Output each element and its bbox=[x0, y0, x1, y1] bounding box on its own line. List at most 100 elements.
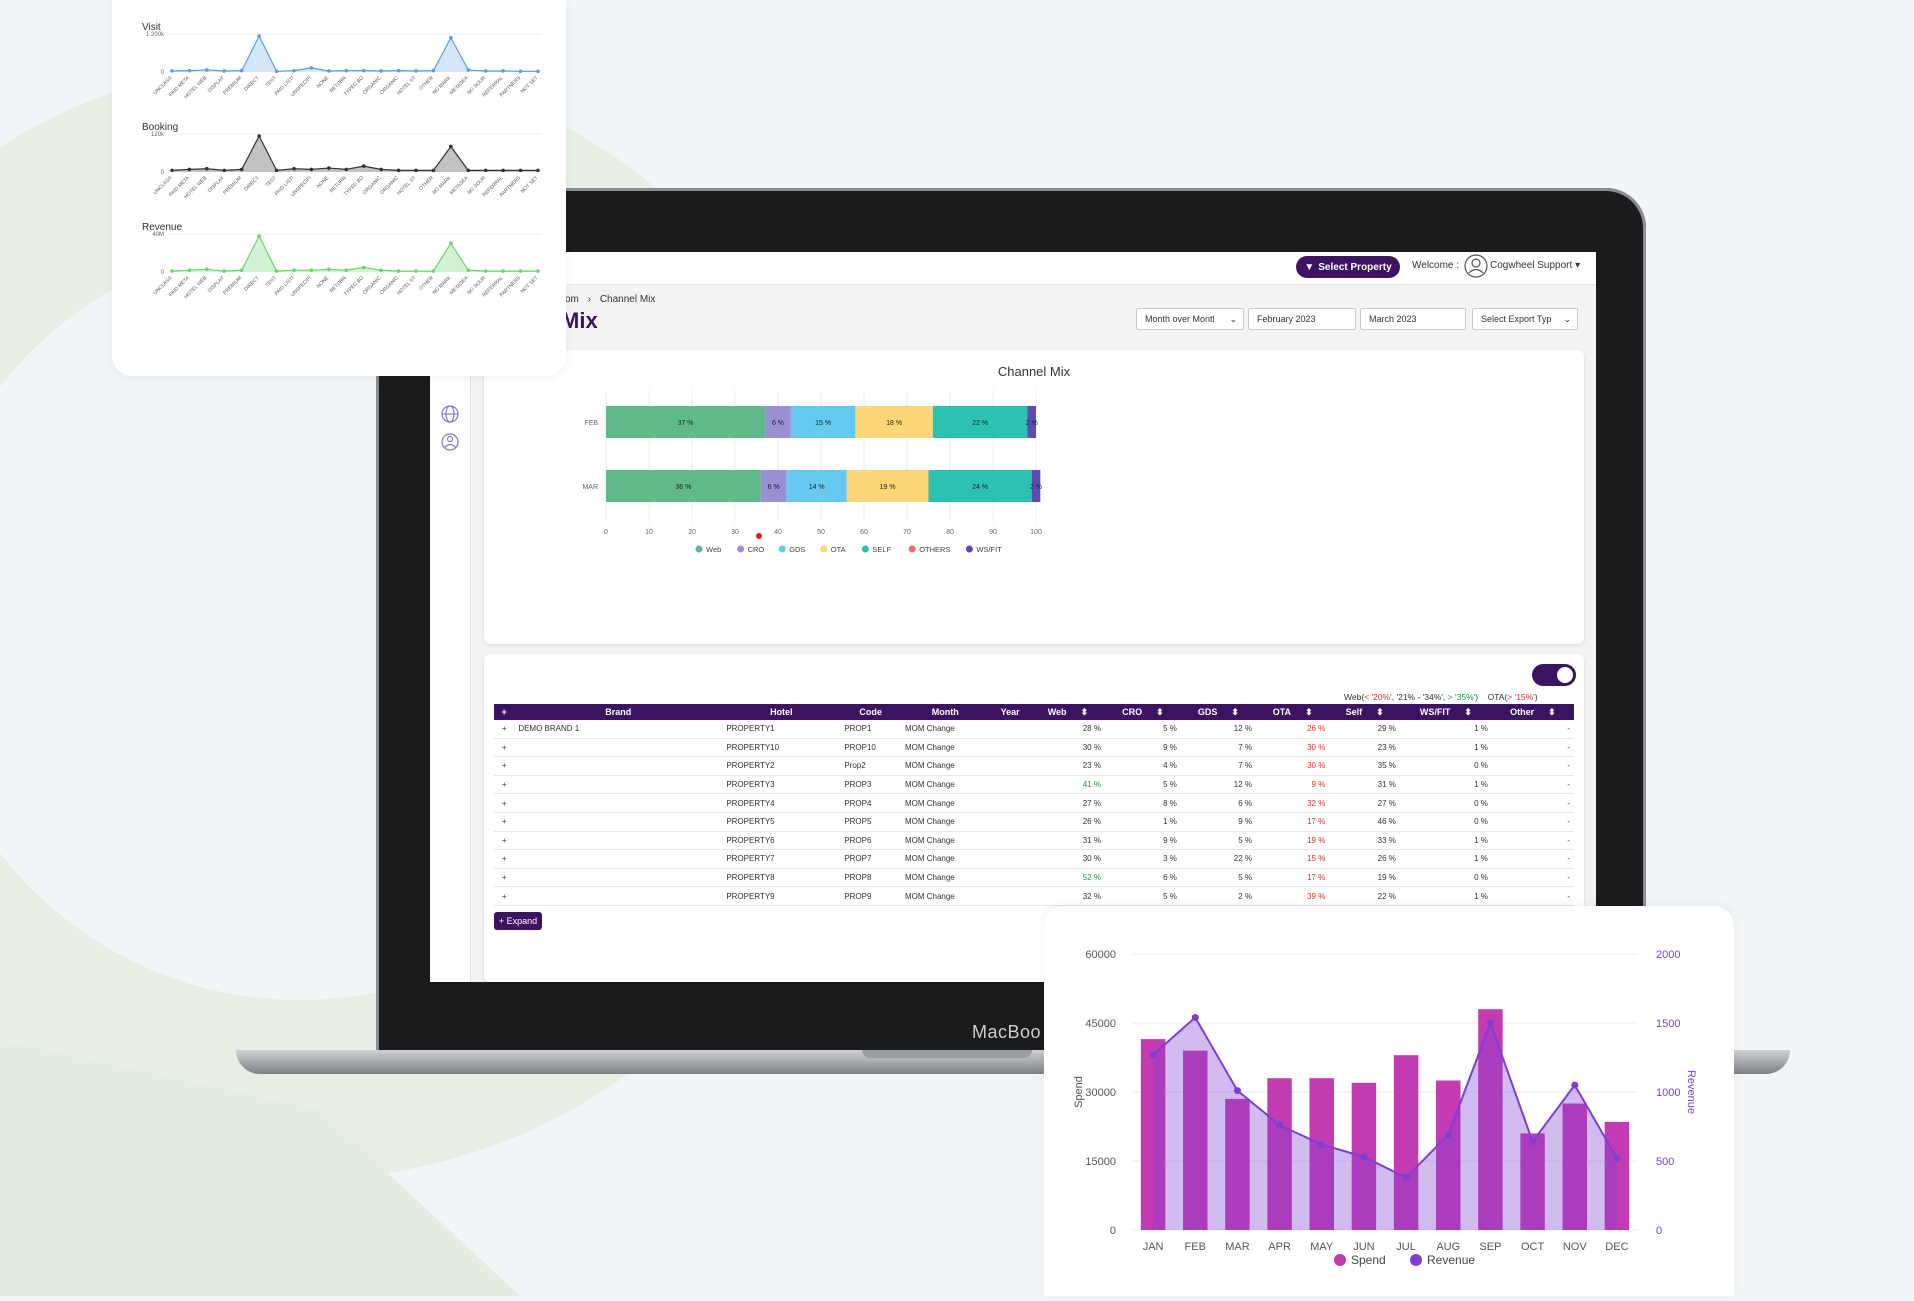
legend-item[interactable]: WS/FIT bbox=[965, 545, 1002, 554]
sparkline-point bbox=[536, 269, 540, 273]
table-row[interactable]: + PROPERTY7 PROP7 MOM Change 30 % 3 % 22 % 15 %… bbox=[494, 849, 1574, 869]
table-row[interactable]: + DEMO BRAND 1 PROPERTY1 PROP1 MOM Change 28 … bbox=[494, 720, 1574, 739]
cell-expand[interactable]: + bbox=[494, 831, 515, 851]
column-header-other[interactable]: Other ⬍ bbox=[1491, 704, 1574, 720]
x-category-label: NOT SET bbox=[520, 75, 540, 95]
x-category-label: NONE bbox=[316, 175, 331, 190]
column-header-month[interactable]: Month bbox=[900, 704, 990, 720]
table-row[interactable]: + PROPERTY10 PROP10 MOM Change 30 % 9 % 7 % 30 … bbox=[494, 738, 1574, 758]
table-row[interactable]: + PROPERTY9 PROP9 MOM Change 32 % 5 % 2 % 39 % 2… bbox=[494, 886, 1574, 906]
y-bottom-label: 0 bbox=[161, 70, 165, 76]
legend-item[interactable]: GDS bbox=[778, 545, 806, 554]
ota-rule-suffix: ) bbox=[1534, 692, 1538, 702]
legend-item[interactable]: Web bbox=[695, 545, 722, 554]
column-header-ota[interactable]: OTA ⬍ bbox=[1256, 704, 1330, 720]
revenue-point bbox=[1613, 1154, 1621, 1162]
cell-web: 30 % bbox=[1030, 738, 1105, 758]
cell-self: 19 % bbox=[1329, 868, 1400, 888]
x-tick-label: 60 bbox=[860, 529, 868, 536]
cell-wsfit: 1 % bbox=[1399, 886, 1492, 906]
bar-segment-self bbox=[928, 470, 1032, 502]
cell-expand[interactable]: + bbox=[494, 756, 515, 776]
x-category-label: DIRECT bbox=[243, 175, 260, 192]
table-row[interactable]: + PROPERTY4 PROP4 MOM Change 27 % 8 % 6 % 32 % 2… bbox=[494, 793, 1574, 813]
revenue-point bbox=[1149, 1051, 1157, 1059]
data-label: 24 % bbox=[972, 484, 988, 491]
column-header-[interactable]: + bbox=[494, 704, 515, 720]
column-header-gds[interactable]: GDS ⬍ bbox=[1180, 704, 1256, 720]
revenue-point bbox=[1571, 1081, 1579, 1089]
cell-ota: 30 % bbox=[1256, 738, 1330, 758]
chevron-down-icon: ⌄ bbox=[1563, 314, 1571, 324]
cell-expand[interactable]: + bbox=[494, 738, 515, 758]
column-header-self[interactable]: Self ⬍ bbox=[1329, 704, 1400, 720]
table-row[interactable]: + PROPERTY6 PROP6 MOM Change 31 % 9 % 5 % 19 % 3… bbox=[494, 831, 1574, 851]
legend-item[interactable]: CRO bbox=[737, 545, 764, 554]
sparkline-point bbox=[518, 269, 523, 273]
cell-expand[interactable]: + bbox=[494, 868, 515, 888]
data-label: 36 % bbox=[675, 484, 691, 491]
sparkline-point bbox=[361, 68, 366, 73]
y-top-label: 120k bbox=[151, 132, 165, 138]
user-menu[interactable]: Cogwheel Support ▾ bbox=[1490, 260, 1580, 271]
column-header-hotel[interactable]: Hotel bbox=[722, 704, 841, 720]
globe-icon[interactable] bbox=[440, 404, 460, 424]
legend-item[interactable]: OTHERS bbox=[908, 545, 951, 554]
legend-item[interactable]: SELF bbox=[861, 545, 892, 554]
expand-button[interactable]: + Expand bbox=[494, 912, 542, 930]
sort-icon[interactable]: ⬍ bbox=[1231, 706, 1239, 717]
network-icon[interactable] bbox=[440, 432, 460, 452]
table-row[interactable]: + PROPERTY8 PROP8 MOM Change 52 % 6 % 5 % 17 % 1… bbox=[494, 868, 1574, 888]
column-header-brand[interactable]: Brand bbox=[514, 704, 723, 720]
to-month-input[interactable]: March 2023 bbox=[1360, 308, 1466, 330]
sparkline-point bbox=[274, 168, 279, 173]
table-row[interactable]: + PROPERTY3 PROP3 MOM Change 41 % 5 % 12 % 9 % 3… bbox=[494, 775, 1574, 795]
legend-label: GDS bbox=[789, 545, 805, 554]
legend-item[interactable]: Revenue bbox=[1410, 1253, 1475, 1267]
cell-web: 41 % bbox=[1030, 775, 1105, 795]
cell-expand[interactable]: + bbox=[494, 720, 515, 739]
column-header-cro[interactable]: CRO ⬍ bbox=[1104, 704, 1181, 720]
select-property-button[interactable]: ▼ Select Property bbox=[1296, 256, 1400, 278]
legend-item[interactable]: Spend bbox=[1334, 1253, 1386, 1267]
cell-expand[interactable]: + bbox=[494, 886, 515, 906]
cell-gds: 9 % bbox=[1180, 812, 1256, 832]
sort-icon[interactable]: ⬍ bbox=[1464, 706, 1472, 717]
cell-year bbox=[989, 812, 1031, 832]
table-row[interactable]: + PROPERTY2 Prop2 MOM Change 23 % 4 % 7 % 30 % 3… bbox=[494, 756, 1574, 776]
sparkline-point bbox=[483, 269, 488, 273]
cell-expand[interactable]: + bbox=[494, 793, 515, 813]
user-icon[interactable] bbox=[1464, 254, 1488, 278]
sparkline-point bbox=[222, 269, 227, 273]
sort-icon[interactable]: ⬍ bbox=[1305, 706, 1313, 717]
breadcrumb-parent[interactable]: om bbox=[565, 294, 579, 305]
column-header-wsfit[interactable]: WS/FIT ⬍ bbox=[1399, 704, 1492, 720]
column-header-code[interactable]: Code bbox=[840, 704, 901, 720]
from-month-input[interactable]: February 2023 bbox=[1248, 308, 1356, 330]
cell-gds: 7 % bbox=[1180, 738, 1256, 758]
revenue-point bbox=[1233, 1087, 1241, 1095]
sparkline-point bbox=[257, 134, 261, 138]
legend-item[interactable]: OTA bbox=[820, 545, 846, 554]
x-category-label: TEST bbox=[265, 175, 278, 188]
x-tick-label: JAN bbox=[1143, 1241, 1164, 1253]
cell-expand[interactable]: + bbox=[494, 849, 515, 869]
sort-icon[interactable]: ⬍ bbox=[1156, 706, 1164, 717]
color-rules-toggle[interactable] bbox=[1532, 664, 1576, 686]
sparkline-point bbox=[414, 69, 418, 73]
bar-segment-gds bbox=[786, 470, 847, 502]
cell-expand[interactable]: + bbox=[494, 812, 515, 832]
sort-icon[interactable]: ⬍ bbox=[1548, 706, 1556, 717]
table-row[interactable]: + PROPERTY5 PROP5 MOM Change 26 % 1 % 9 % 17 % 4… bbox=[494, 812, 1574, 832]
cell-gds: 5 % bbox=[1180, 868, 1256, 888]
sort-icon[interactable]: ⬍ bbox=[1080, 706, 1089, 717]
cell-hotel: PROPERTY3 bbox=[722, 775, 841, 795]
cell-expand[interactable]: + bbox=[494, 775, 515, 795]
x-tick-label: SEP bbox=[1479, 1241, 1501, 1253]
period-select[interactable]: Month over Montl ⌄ bbox=[1136, 308, 1244, 330]
column-header-web[interactable]: Web ⬍ bbox=[1030, 704, 1105, 720]
sort-icon[interactable]: ⬍ bbox=[1376, 706, 1384, 717]
bar-segment-gds bbox=[790, 406, 856, 438]
column-header-year[interactable]: Year bbox=[989, 704, 1031, 720]
export-type-select[interactable]: Select Export Typ ⌄ bbox=[1472, 308, 1578, 330]
